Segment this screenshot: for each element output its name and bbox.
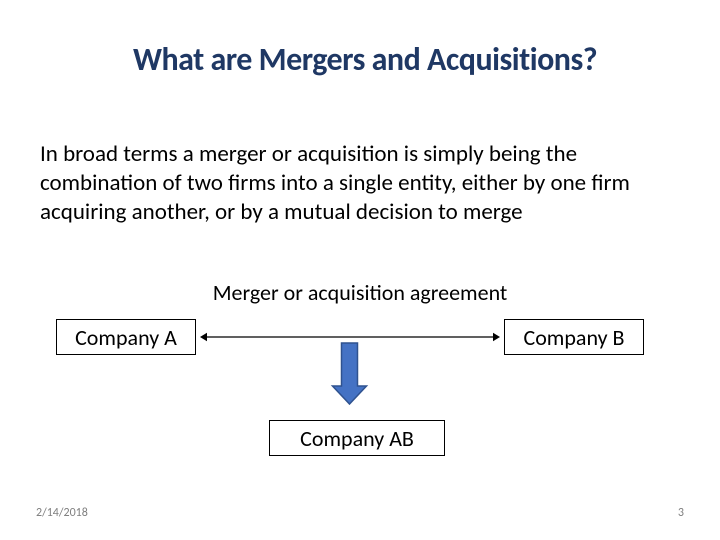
- horizontal-double-arrow: [200, 333, 500, 341]
- down-block-arrow: [333, 343, 367, 404]
- slide: What are Mergers and Acquisitions? In br…: [0, 0, 720, 540]
- footer-date: 2/14/2018: [36, 506, 88, 520]
- footer-page-number: 3: [678, 506, 684, 520]
- diagram-svg: [0, 0, 720, 540]
